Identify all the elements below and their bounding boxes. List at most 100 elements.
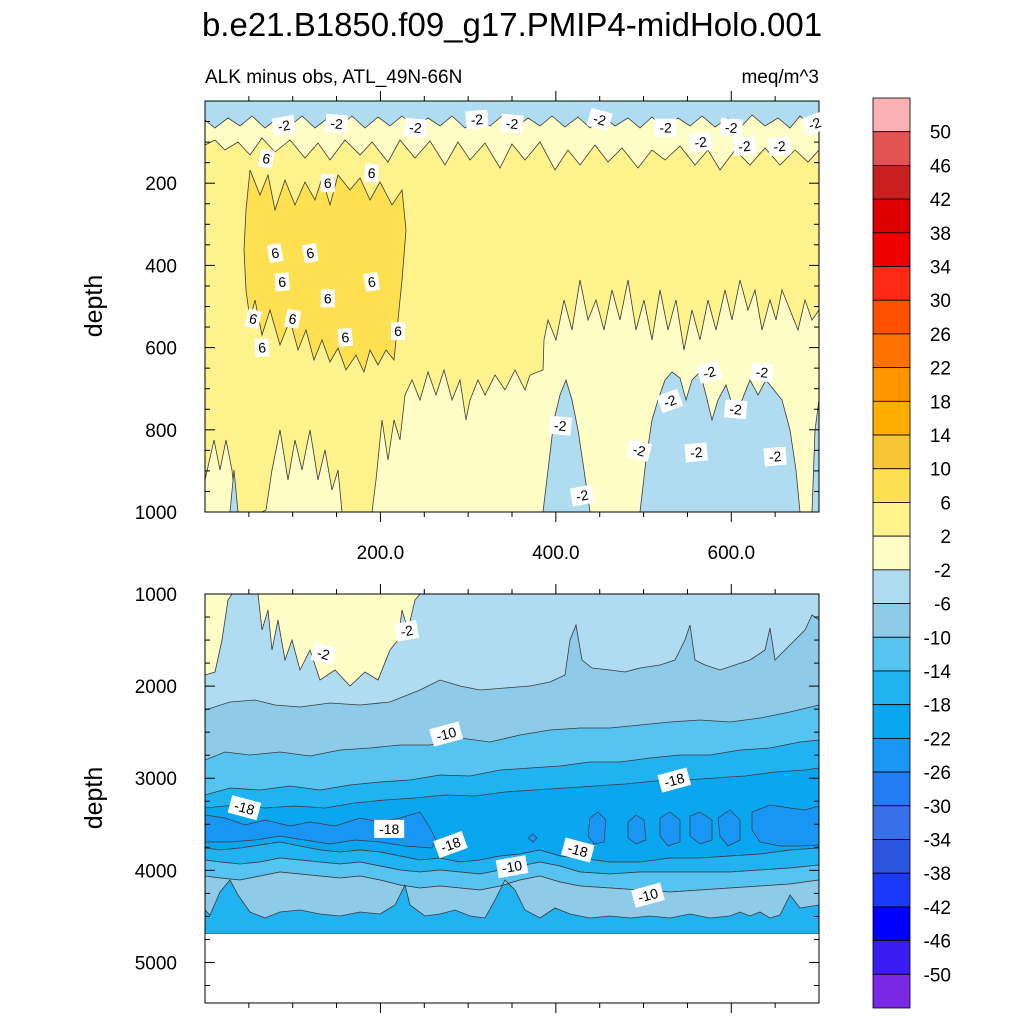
x-tick-label: 200.0: [357, 543, 405, 564]
colorbar-label: -38: [924, 864, 951, 885]
contour-label: 6: [244, 308, 263, 330]
contour-label: -10: [429, 721, 464, 747]
contour-label-bg: [688, 132, 713, 153]
contour-label-bg: [320, 174, 335, 193]
contour-label-bg: [403, 117, 428, 138]
contour-label-bg: [271, 114, 297, 137]
upper-y-axis-label: depth: [80, 275, 108, 338]
contour-label-text: -2: [592, 110, 608, 129]
contour-label-text: -10: [434, 724, 458, 745]
colorbar-swatch: [872, 131, 911, 166]
colorbar-swatch: [872, 872, 911, 908]
colorbar-swatch: [872, 367, 911, 402]
colorbar-swatch: [872, 973, 911, 1009]
contour-label-bg: [394, 620, 420, 642]
colorbar-label: 2: [940, 527, 951, 548]
contour-label-text: -10: [636, 885, 660, 906]
colorbar-label: -50: [924, 965, 951, 986]
contour-label-text: -2: [575, 487, 590, 505]
colorbar-label: -34: [924, 830, 952, 851]
contour-label: -10: [631, 882, 665, 908]
lower-ytick-label: 3000: [135, 769, 177, 790]
contour-label-bg: [684, 442, 708, 463]
contour-label-bg: [723, 399, 748, 420]
contour-label: -2: [626, 438, 653, 462]
contour-label: -2: [324, 113, 349, 134]
contour-label-text: 6: [367, 165, 376, 182]
colorbar-swatch: [872, 165, 911, 200]
colorbar-swatch: [872, 940, 911, 975]
upper-ytick-label: 600: [145, 339, 177, 360]
contour-label-bg: [254, 338, 270, 358]
contour-label-bg: [227, 795, 262, 821]
contour-label-bg: [763, 446, 787, 467]
contour-label: -2: [394, 620, 420, 642]
colorbar-swatch: [872, 603, 911, 638]
colorbar-label: 18: [930, 392, 951, 413]
lower-ytick-label: 4000: [135, 861, 177, 882]
colorbar-label: -26: [924, 763, 951, 784]
colorbar-label: -46: [924, 932, 951, 953]
contour-label-text: -2: [755, 364, 769, 381]
lower-nodata-region: [205, 934, 819, 1003]
contour-label: 6: [284, 308, 302, 329]
contour-label-bg: [656, 388, 684, 414]
contour-label-bg: [750, 362, 774, 383]
contour-label-bg: [719, 117, 744, 138]
contour-label: 6: [320, 174, 335, 193]
contour-label-text: 6: [341, 329, 350, 346]
colorbar-label: 22: [930, 359, 951, 380]
colorbar-swatch: [872, 468, 911, 503]
contour-label: -2: [684, 442, 708, 463]
contour-label-bg: [465, 109, 489, 130]
contour-label-text: -18: [438, 834, 463, 856]
contour-label: -2: [465, 109, 489, 130]
contour-label: 6: [274, 272, 290, 292]
contour-label: 6: [266, 242, 284, 264]
colorbar-label: 6: [940, 493, 951, 514]
contour-label: 6: [257, 148, 275, 169]
contour-label-text: -2: [659, 120, 672, 136]
contour-label: 6: [337, 327, 354, 347]
contour-label-text: -2: [330, 115, 344, 132]
contour-label-bg: [320, 289, 335, 308]
colorbar-label: -6: [934, 595, 951, 616]
contour-label-text: -2: [553, 417, 567, 434]
colorbar-swatch: [872, 704, 911, 739]
contour-label-bg: [337, 327, 354, 347]
upper-panel: depth 200 400 600 800 1000 200.0 400.0 600.0 -…: [80, 91, 829, 564]
contour-label-bg: [548, 415, 572, 436]
x-tick-label: 400.0: [532, 543, 580, 564]
upper-y-ticks: 200 400 600 800 1000: [135, 100, 819, 524]
contour-label: -2: [732, 136, 757, 157]
contour-label-bg: [266, 242, 284, 264]
upper-ytick-label: 400: [145, 256, 177, 277]
contour-label-bg: [284, 308, 302, 329]
contour-label-text: -2: [661, 391, 678, 410]
lower-x-ticks: [248, 584, 776, 1013]
colorbar-label: -2: [934, 561, 951, 582]
colorbar-label: 42: [930, 190, 951, 211]
colorbar-swatch: [872, 636, 911, 672]
contour-label-bg: [500, 113, 524, 134]
contour-label: -2: [750, 362, 774, 383]
upper-ytick-label: 1000: [135, 503, 177, 524]
contour-label: -2: [569, 484, 595, 507]
colorbar-label: 34: [930, 258, 952, 279]
colorbar-label: -30: [924, 797, 951, 818]
contour-label-bg: [310, 642, 337, 666]
contour-label-text: 6: [247, 310, 259, 328]
contour-label-bg: [586, 107, 613, 132]
lower-fill-neg22-blobs: [205, 804, 819, 849]
contour-label-bg: [495, 855, 529, 879]
colorbar-swatch: [872, 232, 911, 267]
colorbar-swatch: [872, 198, 911, 234]
colorbar-swatch: [872, 97, 911, 133]
lower-y-ticks: 1000 2000 3000 4000 5000: [135, 585, 819, 986]
colorbar-swatch: [872, 502, 911, 537]
contour-label: -2: [688, 132, 713, 153]
contour-label: -2: [654, 118, 677, 137]
upper-ytick-label: 800: [145, 421, 177, 442]
colorbar-label: 10: [930, 460, 951, 481]
contour-label-text: -18: [662, 770, 686, 791]
